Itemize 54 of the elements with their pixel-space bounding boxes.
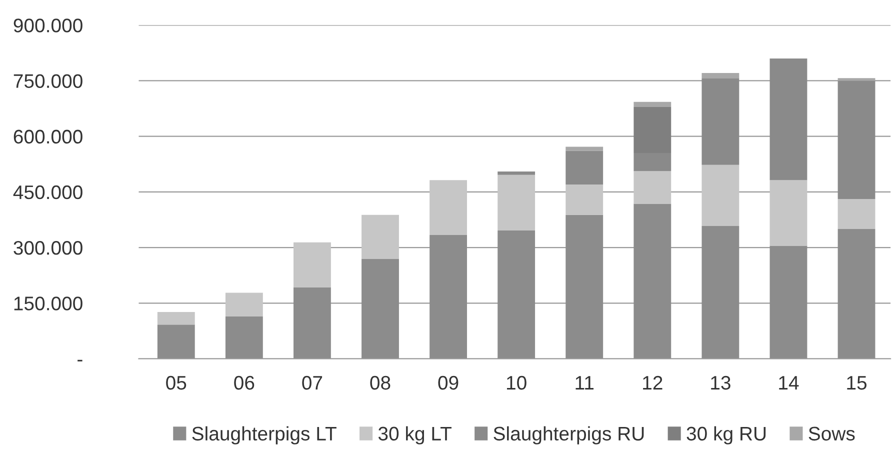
- bar: [702, 72, 740, 79]
- x-tick-label: 14: [779, 376, 799, 390]
- bar: [157, 312, 195, 325]
- y-tick-label: 450.000: [13, 185, 82, 200]
- bar: [225, 292, 263, 316]
- y-tick-label: 150.000: [14, 296, 82, 310]
- bar: [362, 259, 399, 359]
- legend-label: Slaughterpigs LT: [192, 426, 336, 444]
- bar: [225, 316, 263, 359]
- x-tick-label: 07: [302, 376, 322, 390]
- bar: [634, 102, 672, 108]
- y-tick-label: 900.000: [14, 18, 82, 32]
- x-tick-label: 12: [643, 376, 662, 390]
- bar: [362, 214, 399, 260]
- bar: [157, 324, 195, 359]
- bar: [430, 180, 467, 235]
- x-tick-label: 09: [438, 376, 458, 390]
- legend-label: Slaughterpigs RU: [494, 426, 644, 444]
- bar: [838, 229, 876, 359]
- bar: [634, 171, 672, 204]
- bar: [566, 146, 604, 151]
- x-tick-label: 08: [370, 376, 390, 390]
- legend-label: 30 kg RU: [686, 426, 766, 444]
- bar: [770, 246, 808, 359]
- bar: [566, 150, 604, 185]
- bar: [566, 214, 604, 359]
- x-tick-label: 10: [506, 376, 526, 390]
- bar: [498, 230, 536, 359]
- x-tick-label: 05: [166, 376, 186, 390]
- bar: [838, 80, 876, 199]
- bar: [566, 184, 604, 215]
- legend-label: 30 kg LT: [378, 426, 452, 444]
- bar: [770, 180, 808, 246]
- y-tick-label: 600.000: [14, 130, 82, 144]
- bar: [294, 287, 331, 359]
- y-tick-label: -: [78, 360, 82, 362]
- bar: [770, 58, 808, 180]
- bar: [634, 204, 672, 359]
- bar: [498, 172, 536, 175]
- bar: [430, 234, 467, 359]
- bar: [702, 78, 740, 165]
- y-tick-label: 750.000: [14, 74, 82, 88]
- x-tick-label: 06: [234, 376, 254, 390]
- bar: [702, 226, 740, 359]
- bar: [498, 174, 536, 230]
- x-tick-label: 13: [711, 376, 730, 390]
- bar: [702, 164, 740, 226]
- x-tick-label: 15: [847, 376, 867, 390]
- x-tick-label: 11: [576, 376, 594, 390]
- bar: [838, 198, 876, 230]
- legend-label: Sows: [808, 426, 855, 441]
- bar: [294, 242, 331, 288]
- bar: [838, 78, 876, 81]
- y-tick-label: 300.000: [14, 241, 82, 255]
